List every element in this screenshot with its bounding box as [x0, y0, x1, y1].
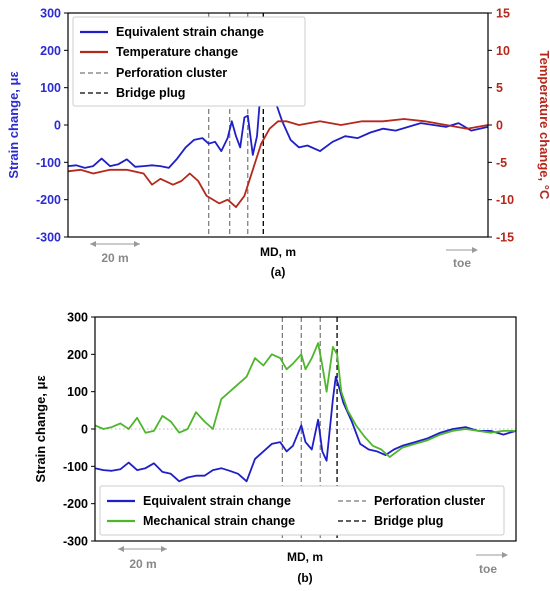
- legend: Equivalent strain change Temperature cha…: [72, 16, 306, 107]
- y2-tick-label: 15: [496, 7, 510, 21]
- toe-label: toe: [479, 562, 497, 576]
- toe-indicator: toe: [446, 247, 478, 270]
- legend-entry: Equivalent strain change: [107, 494, 291, 508]
- scale-bar: 20 m: [118, 546, 167, 571]
- scale-bar-label: 20 m: [129, 557, 156, 571]
- toe-label: toe: [453, 256, 471, 270]
- toe-arrow-head: [472, 247, 478, 253]
- x-axis-label: MD, m: [287, 550, 323, 564]
- y2-tick-label: -10: [496, 193, 514, 207]
- temperature-change-line: [67, 118, 489, 209]
- legend-entry: Mechanical strain change: [107, 514, 295, 528]
- panel-a: 300 200 100 0 -100 -200 -300 15 10 5 0 -5 -10 -15 St…: [6, 7, 550, 280]
- legend-entry: Temperature change: [80, 45, 238, 59]
- y-tick-label: 200: [40, 44, 61, 58]
- legend-label: Perforation cluster: [116, 66, 227, 80]
- legend-box: [72, 16, 306, 107]
- y-tick-label: -300: [63, 535, 88, 549]
- marker-lines: [208, 13, 264, 237]
- legend-entry: Perforation cluster: [338, 494, 485, 508]
- y-tick-label: 200: [67, 348, 88, 362]
- legend: Equivalent strain change Mechanical stra…: [99, 485, 505, 536]
- legend-box: [99, 485, 505, 536]
- y-axis-left: 300 200 100 0 -100 -200 -300: [36, 7, 68, 245]
- scale-bar-arrows: [118, 546, 167, 552]
- y-tick-label: 300: [40, 7, 61, 21]
- scale-bar: 20 m: [90, 241, 140, 265]
- y-axis-label: Strain change, με: [33, 375, 48, 482]
- y-tick-label: -300: [36, 231, 61, 245]
- legend-label: Perforation cluster: [374, 494, 485, 508]
- legend-label: Equivalent strain change: [143, 494, 291, 508]
- y-tick-label: -200: [63, 497, 88, 511]
- y-tick-label: 0: [81, 423, 88, 437]
- legend-entry: Perforation cluster: [80, 66, 227, 80]
- y-tick-label: 100: [67, 385, 88, 399]
- y2-tick-label: -5: [496, 156, 507, 170]
- panel-b: 300 200 100 0 -100 -200 -300 Strain change, με…: [33, 311, 517, 585]
- legend-entry: Bridge plug: [80, 86, 185, 100]
- equivalent-strain-change-line: [67, 71, 489, 169]
- y2-tick-label: -15: [496, 231, 514, 245]
- legend-label: Bridge plug: [374, 514, 443, 528]
- scale-bar-arrows: [90, 241, 140, 247]
- y2-tick-label: 10: [496, 44, 510, 58]
- y2-tick-label: 5: [496, 81, 503, 95]
- y2-tick-label: 0: [496, 119, 503, 133]
- y-tick-label: -200: [36, 193, 61, 207]
- legend-entry: Equivalent strain change: [80, 25, 264, 39]
- legend-label: Mechanical strain change: [143, 514, 295, 528]
- legend-entry: Bridge plug: [338, 514, 443, 528]
- y-tick-label: -100: [63, 460, 88, 474]
- y-axis-left: 300 200 100 0 -100 -200 -300: [63, 311, 95, 549]
- mechanical-strain-change-line: [94, 342, 516, 458]
- y-tick-label: -100: [36, 156, 61, 170]
- y-tick-label: 300: [67, 311, 88, 325]
- legend-label: Bridge plug: [116, 86, 185, 100]
- toe-arrow-head: [502, 552, 508, 558]
- panel-label: (a): [271, 265, 286, 279]
- panel-label: (b): [297, 571, 312, 585]
- y-axis-label: Strain change, με: [6, 71, 21, 178]
- x-axis-label: MD, m: [260, 245, 296, 259]
- y-axis-right: 15 10 5 0 -5 -10 -15: [488, 7, 514, 245]
- series-layer: [67, 71, 489, 209]
- legend-label: Temperature change: [116, 45, 238, 59]
- series-layer: [94, 342, 517, 483]
- y2-axis-label: Temperature change, °C: [537, 51, 550, 200]
- equivalent-strain-change-line: [94, 375, 517, 483]
- toe-indicator: toe: [476, 552, 508, 576]
- y-tick-label: 0: [54, 119, 61, 133]
- y-tick-label: 100: [40, 81, 61, 95]
- legend-label: Equivalent strain change: [116, 25, 264, 39]
- scale-bar-label: 20 m: [101, 251, 128, 265]
